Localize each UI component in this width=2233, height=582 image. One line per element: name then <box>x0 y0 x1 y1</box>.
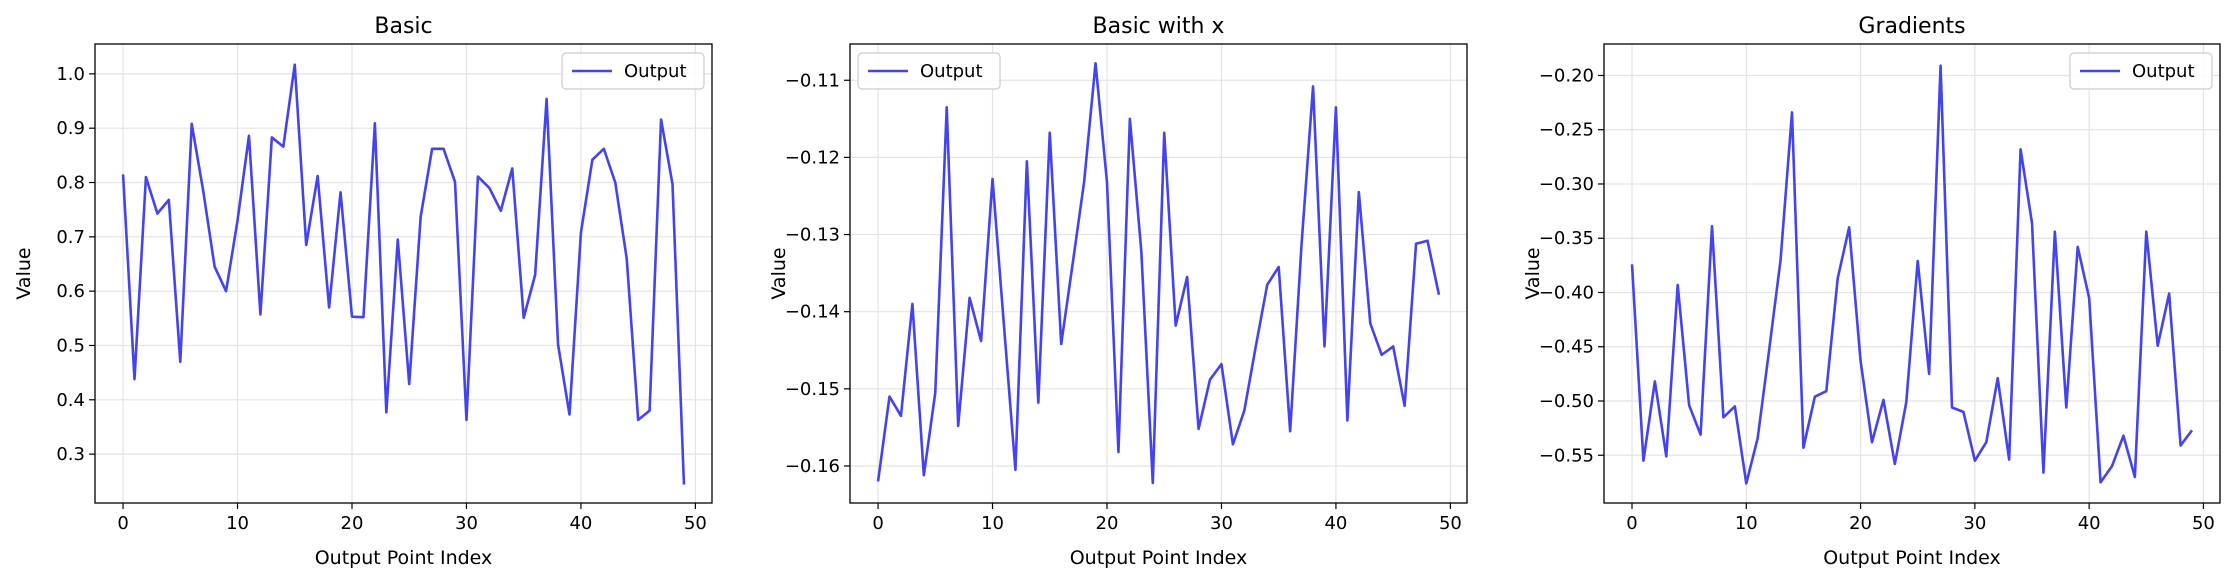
x-tick-label: 0 <box>117 513 128 534</box>
y-tick-label: −0.20 <box>1539 65 1594 86</box>
chart-panel-1: 0 10 20 30 40 50 0.3 0.4 0.5 0.6 0.7 0.8 0.9 1.0 Basic… <box>13 14 713 569</box>
y-tick-label: 0.9 <box>56 118 85 139</box>
legend-label: Output <box>624 61 687 82</box>
y-tick-label: −0.35 <box>1539 228 1594 249</box>
y-tick-label: 0.7 <box>56 227 85 248</box>
x-tick-label: 50 <box>684 513 707 534</box>
x-tick-label: 0 <box>872 513 883 534</box>
y-axis-label: Value <box>1522 247 1544 299</box>
y-tick-label: 0.3 <box>56 444 85 465</box>
y-tick-label: −0.12 <box>785 147 840 168</box>
x-tick-label: 40 <box>1324 513 1347 534</box>
y-tick-label: −0.40 <box>1539 282 1594 303</box>
x-tick-label: 20 <box>1849 513 1872 534</box>
x-axis-label: Output Point Index <box>315 547 493 569</box>
y-tick-label: −0.55 <box>1539 445 1594 466</box>
y-tick-label: 1.0 <box>56 64 85 85</box>
x-tick-label: 10 <box>981 513 1004 534</box>
y-tick-label: −0.16 <box>785 456 840 477</box>
y-tick-label: 0.4 <box>56 390 85 411</box>
legend: Output <box>2069 52 2213 90</box>
legend-box <box>2069 52 2213 90</box>
chart-title: Gradients <box>1858 14 1965 39</box>
axes-frame <box>1603 43 2221 504</box>
legend-label: Output <box>2132 61 2195 82</box>
y-tick-label: −0.45 <box>1539 337 1594 358</box>
y-tick-label: 0.5 <box>56 335 85 356</box>
x-tick-label: 10 <box>1735 513 1758 534</box>
y-tick-label: −0.13 <box>785 225 840 246</box>
legend-label: Output <box>920 61 983 82</box>
y-tick-label: 0.6 <box>56 281 85 302</box>
chart-panel-2: 0 10 20 30 40 50 −0.16 −0.15 −0.14 −0.13 −0.12 −0.1… <box>768 14 1468 569</box>
legend: Output <box>857 52 1001 90</box>
chart-panel-3: 0 10 20 30 40 50 −0.55 −0.50 −0.45 −0.40 −0.35 −0.3… <box>1522 14 2221 569</box>
series-line-1 <box>121 63 686 485</box>
axes-frame <box>94 43 713 504</box>
y-axis-label: Value <box>13 247 35 299</box>
y-tick-label: −0.14 <box>785 302 840 323</box>
x-tick-label: 40 <box>569 513 592 534</box>
x-axis-label: Output Point Index <box>1070 547 1248 569</box>
x-tick-label: 50 <box>1439 513 1462 534</box>
y-axis-label: Value <box>768 247 790 299</box>
x-tick-label: 30 <box>1210 513 1233 534</box>
y-tick-label: −0.15 <box>785 379 840 400</box>
legend-box <box>561 52 705 90</box>
chart-title: Basic with x <box>1093 14 1225 39</box>
legend-box <box>857 52 1001 90</box>
y-tick-label: −0.25 <box>1539 120 1594 141</box>
y-tick-label: 0.8 <box>56 173 85 194</box>
x-tick-label: 50 <box>2192 513 2215 534</box>
x-tick-label: 30 <box>1963 513 1986 534</box>
chart-title: Basic <box>374 14 432 39</box>
legend: Output <box>561 52 705 90</box>
x-tick-label: 30 <box>455 513 478 534</box>
y-tick-label: −0.30 <box>1539 174 1594 195</box>
x-tick-label: 20 <box>341 513 364 534</box>
y-tick-label: −0.50 <box>1539 391 1594 412</box>
y-tick-label: −0.11 <box>785 70 840 91</box>
axes-frame <box>849 43 1468 504</box>
x-tick-label: 10 <box>226 513 249 534</box>
x-axis-label: Output Point Index <box>1823 547 2001 569</box>
x-tick-label: 40 <box>2078 513 2101 534</box>
x-tick-label: 0 <box>1626 513 1637 534</box>
x-tick-label: 20 <box>1096 513 1119 534</box>
series-line-1 <box>1630 64 2194 485</box>
series-line-1 <box>876 61 1441 485</box>
